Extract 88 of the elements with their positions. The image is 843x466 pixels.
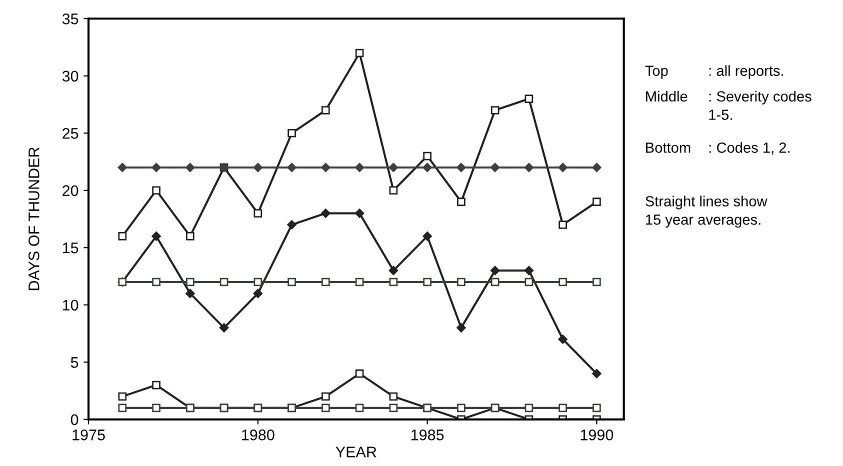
point: [355, 278, 364, 286]
point: [457, 198, 466, 206]
point: [152, 404, 160, 412]
point: [288, 278, 296, 286]
point: [490, 278, 500, 286]
text: Top : all reports.: [645, 65, 783, 79]
point: [152, 278, 160, 286]
point: [253, 288, 263, 298]
x-axis-title: YEAR: [336, 446, 376, 458]
point: [558, 278, 568, 286]
y-tick-label: 5: [70, 357, 78, 368]
point: [388, 162, 398, 172]
point: [423, 278, 432, 286]
point: [219, 323, 229, 332]
point: [389, 186, 398, 195]
y-tick-label: 15: [62, 242, 78, 254]
point: [558, 162, 568, 172]
point: [423, 152, 432, 160]
point: [322, 278, 330, 286]
point: [490, 162, 500, 172]
point: [558, 220, 568, 229]
x-tick-label: 1975: [72, 430, 105, 440]
point: [592, 162, 602, 172]
point: [321, 162, 330, 172]
point: [288, 128, 296, 138]
point: [354, 162, 364, 172]
point: [524, 404, 534, 412]
point: [388, 266, 398, 276]
point: [220, 278, 228, 286]
point: [254, 278, 262, 286]
y-axis-title: DAYS OF THUNDER: [28, 147, 40, 290]
point: [287, 162, 296, 172]
point: [152, 186, 160, 195]
point: [422, 232, 432, 241]
point: [354, 208, 364, 218]
x-tick-label: 1985: [411, 430, 444, 440]
y-tick-label: 10: [62, 300, 78, 311]
point: [457, 404, 466, 412]
point: [321, 208, 330, 218]
point: [558, 404, 568, 412]
point: [186, 162, 195, 172]
point: [389, 392, 398, 401]
point: [152, 380, 160, 390]
point: [253, 162, 263, 172]
point: [592, 368, 602, 378]
y-tick-label: 25: [62, 128, 78, 139]
x-tick-label: 1980: [242, 430, 274, 440]
point: [524, 278, 534, 286]
point: [457, 278, 466, 286]
point: [524, 266, 534, 276]
y-tick-label: 30: [62, 70, 78, 82]
text: Middle : Severity codes 1-5.: [646, 90, 812, 120]
point: [456, 162, 466, 172]
point: [456, 323, 466, 332]
point: [186, 288, 195, 298]
text: Bottom : Codes 1, 2.: [646, 142, 790, 155]
point: [322, 392, 330, 401]
point: [592, 278, 601, 286]
y-tick-label: 0: [70, 414, 78, 426]
point: [254, 209, 262, 218]
point: [592, 404, 601, 412]
point: [524, 94, 534, 103]
point: [389, 404, 398, 412]
point: [322, 106, 330, 114]
point: [355, 369, 364, 378]
point: [355, 404, 364, 412]
point: [558, 334, 568, 344]
y-tick-label: 35: [62, 14, 78, 24]
point: [118, 232, 127, 240]
point: [152, 162, 161, 172]
point: [152, 232, 161, 241]
point: [118, 392, 127, 401]
text: Straight lines show 15 year averages.: [646, 196, 768, 228]
y-tick-label: 20: [62, 185, 78, 196]
point: [186, 278, 194, 286]
point: [422, 162, 432, 172]
point: [322, 404, 330, 412]
point: [490, 106, 500, 114]
point: [118, 404, 127, 412]
point: [118, 162, 128, 172]
point: [186, 232, 194, 240]
point: [355, 48, 364, 58]
point: [592, 198, 601, 206]
point: [389, 278, 398, 286]
point: [287, 220, 296, 230]
point: [490, 266, 500, 276]
point: [524, 162, 534, 172]
x-tick-label: 1990: [580, 430, 614, 440]
